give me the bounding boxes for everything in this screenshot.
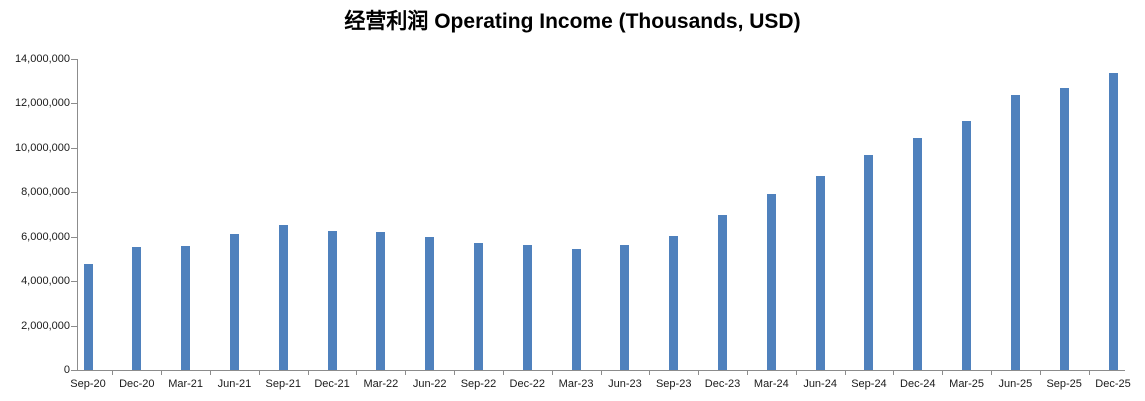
y-axis-label: 8,000,000 [21, 186, 70, 199]
y-tick-mark [71, 325, 77, 327]
bar-Mar-23 [571, 249, 581, 370]
x-axis-label: Dec-25 [1095, 378, 1131, 390]
x-axis-label: Dec-24 [900, 378, 936, 390]
bar-Jun-23 [620, 244, 630, 370]
x-axis-label: Mar-25 [949, 378, 984, 390]
bar-Sep-20 [83, 264, 93, 370]
x-tick-mark [405, 371, 407, 375]
bar-Mar-22 [376, 231, 386, 370]
x-tick-mark [307, 371, 309, 375]
y-axis-label: 10,000,000 [14, 141, 70, 154]
x-tick-mark [112, 371, 114, 375]
x-tick-mark [698, 371, 700, 375]
x-axis-line [77, 370, 1125, 371]
x-tick-mark [551, 371, 553, 375]
x-tick-mark [1088, 371, 1090, 375]
bar-Sep-23 [669, 235, 679, 370]
x-tick-mark [649, 371, 651, 375]
bar-Jun-24 [815, 175, 825, 370]
x-axis-label: Jun-24 [803, 378, 837, 390]
x-axis-label: Sep-24 [851, 378, 887, 390]
y-tick-mark [71, 281, 77, 283]
y-tick-mark [71, 192, 77, 194]
y-tick-mark [71, 147, 77, 149]
x-tick-mark [844, 371, 846, 375]
bar-Sep-22 [473, 243, 483, 370]
bar-Dec-21 [327, 231, 337, 370]
x-tick-mark [454, 371, 456, 375]
x-tick-mark [1039, 371, 1041, 375]
x-axis-label: Mar-24 [753, 378, 789, 390]
x-axis-label: Sep-21 [265, 378, 301, 390]
y-tick-mark [71, 58, 77, 60]
bar-Dec-25 [1108, 72, 1118, 370]
x-tick-mark [746, 371, 748, 375]
bar-Jun-22 [425, 237, 435, 370]
x-axis-label: Mar-23 [558, 378, 594, 390]
bar-Sep-21 [278, 224, 288, 370]
bar-Sep-24 [864, 154, 874, 370]
y-axis-label: 2,000,000 [21, 319, 70, 332]
x-tick-mark [942, 371, 944, 375]
bar-Dec-22 [522, 244, 532, 370]
y-axis-label: 14,000,000 [14, 52, 70, 65]
x-axis-label: Jun-21 [217, 378, 252, 390]
x-axis-label: Dec-23 [704, 378, 741, 390]
x-tick-mark [161, 371, 163, 375]
bar-Dec-23 [718, 214, 728, 370]
x-axis-label: Jun-25 [998, 378, 1033, 390]
x-axis-label: Sep-20 [70, 378, 106, 390]
bar-Dec-24 [913, 137, 923, 370]
y-axis-label: 6,000,000 [21, 230, 70, 243]
x-axis-label: Mar-22 [363, 378, 399, 390]
x-axis-label: Jun-23 [608, 378, 642, 390]
x-tick-mark [795, 371, 797, 375]
x-axis-label: Sep-22 [460, 378, 497, 390]
x-tick-mark [356, 371, 358, 375]
y-tick-mark [71, 370, 77, 371]
x-tick-mark [893, 371, 895, 375]
bar-Mar-24 [766, 193, 776, 370]
bar-Mar-21 [181, 245, 191, 370]
x-tick-mark [210, 371, 212, 375]
y-axis-label: 12,000,000 [14, 97, 70, 110]
bar-Sep-25 [1059, 87, 1069, 370]
x-axis-label: Dec-22 [509, 378, 546, 390]
x-tick-mark [990, 371, 992, 375]
x-axis-label: Dec-21 [314, 378, 350, 390]
bar-Mar-25 [962, 121, 972, 370]
y-tick-mark [71, 236, 77, 238]
x-axis-label: Sep-23 [655, 378, 692, 390]
y-tick-mark [71, 103, 77, 105]
x-axis-label: Mar-21 [168, 378, 204, 390]
y-axis-label: 4,000,000 [21, 275, 70, 288]
x-axis-label: Dec-20 [119, 378, 155, 390]
x-tick-mark [258, 371, 260, 375]
chart-title: 经营利润 Operating Income (Thousands, USD) [344, 10, 801, 33]
x-tick-mark [600, 371, 602, 375]
x-axis-label: Sep-25 [1046, 378, 1082, 390]
y-axis-label: 0 [63, 364, 70, 376]
y-axis-line [77, 58, 78, 370]
bar-Jun-25 [1010, 95, 1020, 370]
x-axis-label: Jun-22 [412, 378, 447, 390]
x-tick-mark [502, 371, 504, 375]
bar-Dec-20 [132, 246, 142, 370]
bar-Jun-21 [229, 234, 239, 370]
